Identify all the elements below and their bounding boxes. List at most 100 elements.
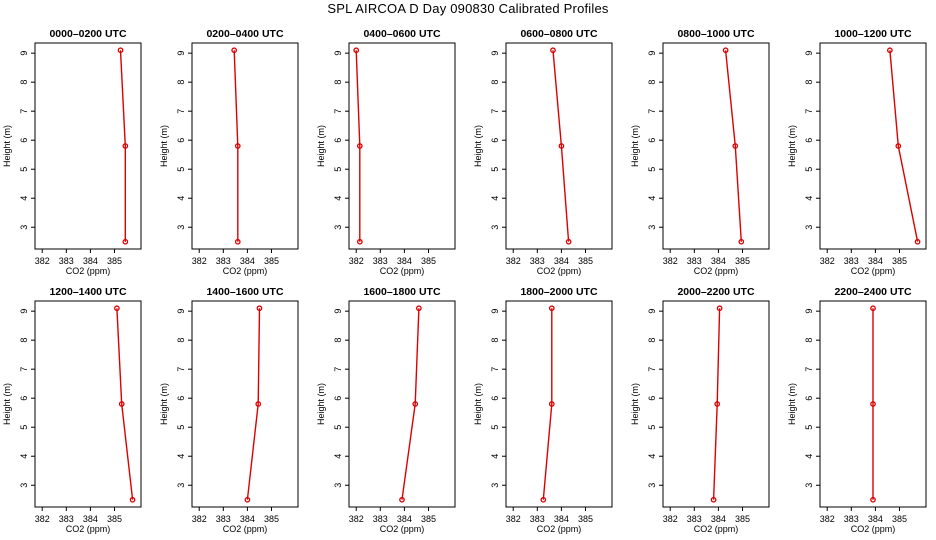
y-tick-label: 3 <box>804 483 814 488</box>
y-tick-label: 9 <box>490 51 500 56</box>
x-axis-label: CO2 (ppm) <box>537 524 582 534</box>
data-point <box>356 143 363 149</box>
y-tick-label: 8 <box>176 338 186 343</box>
plot-frame <box>662 300 770 508</box>
x-tick-label: 383 <box>530 256 545 266</box>
x-tick-label: 384 <box>83 514 98 524</box>
y-tick-label: 8 <box>176 80 186 85</box>
y-tick-label: 6 <box>176 396 186 401</box>
data-point <box>122 238 129 245</box>
data-point <box>914 238 921 245</box>
x-tick-label: 383 <box>844 256 859 266</box>
data-point <box>234 143 241 149</box>
y-tick-label: 6 <box>490 138 500 143</box>
y-tick-label: 5 <box>19 425 29 430</box>
y-tick-label: 4 <box>19 454 29 459</box>
y-tick-label: 4 <box>804 454 814 459</box>
y-axis-label: Height (m) <box>630 383 640 425</box>
panel-title: 1200–1400 UTC <box>49 286 126 298</box>
data-point <box>540 496 547 503</box>
panel-10: 2000–2200 UTC 382 383 384 385 3 4 5 6 7 8 9 CO2 (ppm… <box>630 286 770 534</box>
y-tick-label: 6 <box>804 396 814 401</box>
x-tick-label: 385 <box>107 514 122 524</box>
data-point <box>129 496 136 503</box>
data-point <box>870 496 876 503</box>
data-point <box>117 47 124 54</box>
y-tick-label: 7 <box>333 367 343 372</box>
plot-frame <box>191 300 299 508</box>
y-tick-label: 8 <box>647 80 657 85</box>
data-point <box>118 401 125 407</box>
x-tick-label: 383 <box>530 514 545 524</box>
y-tick-label: 4 <box>804 196 814 201</box>
plot-frame <box>819 42 927 250</box>
x-tick-label: 383 <box>687 514 702 524</box>
plot-frame <box>662 42 770 250</box>
x-tick-label: 383 <box>59 256 74 266</box>
x-axis-label: CO2 (ppm) <box>66 266 111 276</box>
y-tick-label: 3 <box>490 225 500 230</box>
plot-frame <box>191 42 299 250</box>
data-point <box>558 143 565 149</box>
data-point <box>887 47 893 54</box>
data-point <box>710 496 717 503</box>
y-tick-label: 7 <box>647 367 657 372</box>
panel-4: 0800–1000 UTC 382 383 384 385 3 4 5 6 7 8 9 CO2 (ppm… <box>630 28 770 276</box>
x-tick-label: 382 <box>35 514 50 524</box>
data-point <box>716 305 723 312</box>
plot-frame <box>348 300 456 508</box>
data-point <box>412 401 419 407</box>
y-tick-label: 8 <box>490 80 500 85</box>
profile-line <box>119 50 127 242</box>
x-tick-label: 384 <box>554 256 569 266</box>
x-tick-label: 384 <box>397 514 412 524</box>
plot-frame <box>348 42 456 250</box>
data-point <box>870 401 876 407</box>
x-tick-label: 384 <box>83 256 98 266</box>
y-tick-label: 6 <box>333 396 343 401</box>
profile-line <box>724 50 742 242</box>
data-point <box>399 496 405 503</box>
x-axis-label: CO2 (ppm) <box>694 524 739 534</box>
y-tick-label: 5 <box>333 167 343 172</box>
y-tick-label: 8 <box>647 338 657 343</box>
y-tick-label: 7 <box>176 109 186 114</box>
y-tick-label: 9 <box>647 309 657 314</box>
panel-title: 0000–0200 UTC <box>49 28 126 40</box>
y-tick-label: 3 <box>19 225 29 230</box>
y-axis-label: Height (m) <box>787 383 797 425</box>
data-point <box>895 143 902 149</box>
y-tick-label: 7 <box>19 109 29 114</box>
panel-title: 2000–2200 UTC <box>677 286 754 298</box>
data-point <box>255 401 262 407</box>
panel-6: 1200–1400 UTC 382 383 384 385 3 4 5 6 7 8 9 CO2 (ppm… <box>2 286 142 534</box>
panel-5: 1000–1200 UTC 382 383 384 385 3 4 5 6 7 8 9 CO2 (ppm… <box>787 28 927 276</box>
data-point <box>714 401 721 407</box>
y-tick-label: 9 <box>19 51 29 56</box>
x-tick-label: 385 <box>735 256 750 266</box>
y-tick-label: 7 <box>19 367 29 372</box>
x-tick-label: 383 <box>373 256 388 266</box>
x-tick-label: 385 <box>578 514 593 524</box>
profile-line <box>116 308 134 500</box>
profile-line <box>355 50 361 242</box>
y-tick-label: 8 <box>333 338 343 343</box>
y-tick-label: 4 <box>176 454 186 459</box>
panel-0: 0000–0200 UTC 382 383 384 385 3 4 5 6 7 8 9 CO2 (ppm… <box>2 28 142 276</box>
y-tick-label: 4 <box>333 196 343 201</box>
y-tick-label: 9 <box>19 309 29 314</box>
data-point <box>234 238 241 245</box>
y-tick-label: 4 <box>333 454 343 459</box>
y-tick-label: 9 <box>647 51 657 56</box>
y-axis-label: Height (m) <box>787 125 797 167</box>
panel-3: 0600–0800 UTC 382 383 384 385 3 4 5 6 7 8 9 CO2 (ppm… <box>473 28 613 276</box>
x-tick-label: 383 <box>216 514 231 524</box>
data-point <box>114 305 120 312</box>
x-tick-label: 382 <box>349 514 364 524</box>
y-tick-label: 8 <box>19 80 29 85</box>
y-tick-label: 4 <box>490 454 500 459</box>
data-point <box>231 47 238 54</box>
data-point <box>732 143 739 149</box>
x-tick-label: 385 <box>892 256 907 266</box>
x-tick-label: 385 <box>264 256 279 266</box>
